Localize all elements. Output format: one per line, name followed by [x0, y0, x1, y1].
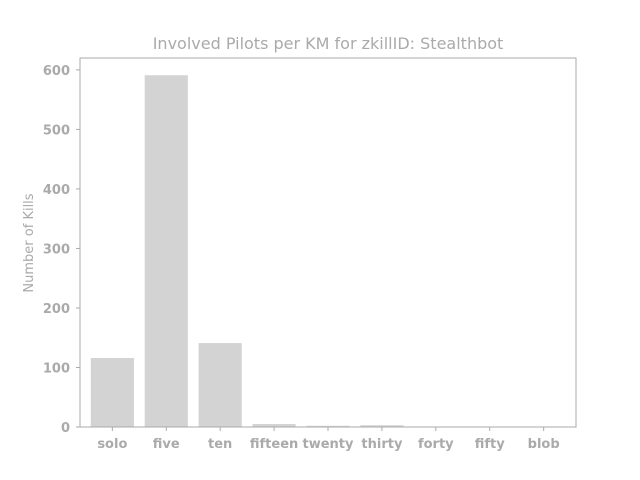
y-tick-label: 300 [43, 242, 70, 257]
y-tick-label: 600 [43, 64, 70, 79]
y-tick-label: 500 [43, 123, 70, 138]
x-tick-label: five [153, 437, 180, 452]
bar-thirty [360, 425, 404, 427]
x-ticks-group: solo five ten fifteen twenty thirty forty fifty… [97, 427, 560, 452]
y-tick-label: 100 [43, 361, 70, 376]
x-tick-label: forty [418, 437, 454, 452]
x-tick-label: blob [528, 437, 560, 452]
bar-twenty [306, 425, 350, 427]
y-tick-label: 200 [43, 302, 70, 317]
x-tick-label: ten [208, 437, 232, 452]
bars-group [90, 75, 404, 427]
plot-frame [79, 57, 577, 428]
x-tick-label: fifty [475, 437, 506, 452]
x-tick-label: twenty [303, 437, 355, 452]
bar-solo [90, 357, 134, 427]
bar-five [144, 75, 188, 427]
x-tick-label: fifteen [250, 437, 298, 452]
y-ticks-group: 0 100 200 300 400 500 600 [43, 64, 80, 436]
y-tick-label: 0 [61, 421, 70, 436]
y-axis-label: Number of Kills [22, 193, 37, 292]
y-tick-label: 400 [43, 183, 70, 198]
bar-ten [198, 343, 242, 427]
x-tick-label: thirty [361, 437, 403, 452]
chart-title: Involved Pilots per KM for zkillID: Stea… [153, 34, 504, 53]
bar-fifteen [252, 424, 296, 427]
x-tick-label: solo [97, 437, 127, 452]
